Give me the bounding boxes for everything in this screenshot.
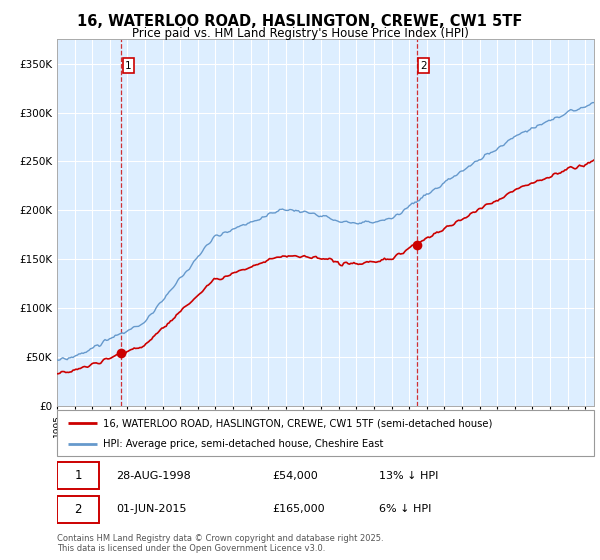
Text: 2: 2: [420, 60, 427, 71]
Text: £54,000: £54,000: [272, 470, 317, 480]
FancyBboxPatch shape: [57, 496, 99, 523]
FancyBboxPatch shape: [57, 462, 99, 489]
Text: 28-AUG-1998: 28-AUG-1998: [116, 470, 191, 480]
Text: HPI: Average price, semi-detached house, Cheshire East: HPI: Average price, semi-detached house,…: [103, 438, 383, 449]
Text: 2: 2: [74, 503, 82, 516]
Text: 13% ↓ HPI: 13% ↓ HPI: [379, 470, 439, 480]
Text: 1: 1: [125, 60, 132, 71]
Text: Price paid vs. HM Land Registry's House Price Index (HPI): Price paid vs. HM Land Registry's House …: [131, 27, 469, 40]
Text: Contains HM Land Registry data © Crown copyright and database right 2025.
This d: Contains HM Land Registry data © Crown c…: [57, 534, 383, 553]
Text: 1: 1: [74, 469, 82, 482]
FancyBboxPatch shape: [57, 410, 594, 456]
Text: 16, WATERLOO ROAD, HASLINGTON, CREWE, CW1 5TF (semi-detached house): 16, WATERLOO ROAD, HASLINGTON, CREWE, CW…: [103, 418, 492, 428]
Text: 6% ↓ HPI: 6% ↓ HPI: [379, 504, 431, 514]
Text: 16, WATERLOO ROAD, HASLINGTON, CREWE, CW1 5TF: 16, WATERLOO ROAD, HASLINGTON, CREWE, CW…: [77, 14, 523, 29]
Text: £165,000: £165,000: [272, 504, 325, 514]
Text: 01-JUN-2015: 01-JUN-2015: [116, 504, 187, 514]
